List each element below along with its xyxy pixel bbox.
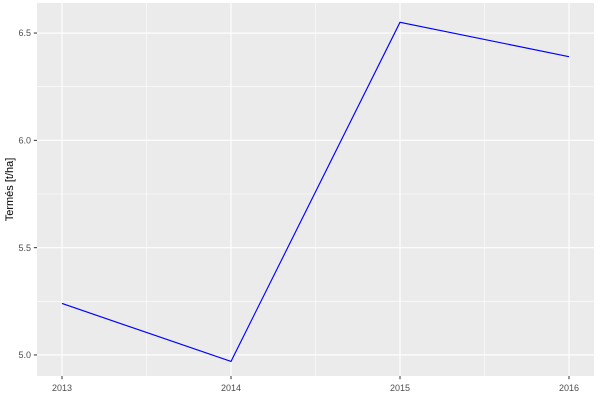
y-tick-label: 5.5 [18,243,31,253]
x-tick-label: 2016 [559,383,579,393]
x-tick-label: 2013 [52,383,72,393]
x-tick-label: 2014 [221,383,241,393]
x-tick-label: 2015 [390,383,410,393]
y-axis-title: Termés [t/ha] [4,158,16,222]
y-tick-label: 6.5 [18,28,31,38]
plot-generated-layer: 5.0 5.5 6.0 6.5 2013 2014 2015 2016 [18,3,594,393]
y-tick-label: 5.0 [18,350,31,360]
data-line-termes [61,21,570,363]
y-tick-label: 6.0 [18,136,31,146]
